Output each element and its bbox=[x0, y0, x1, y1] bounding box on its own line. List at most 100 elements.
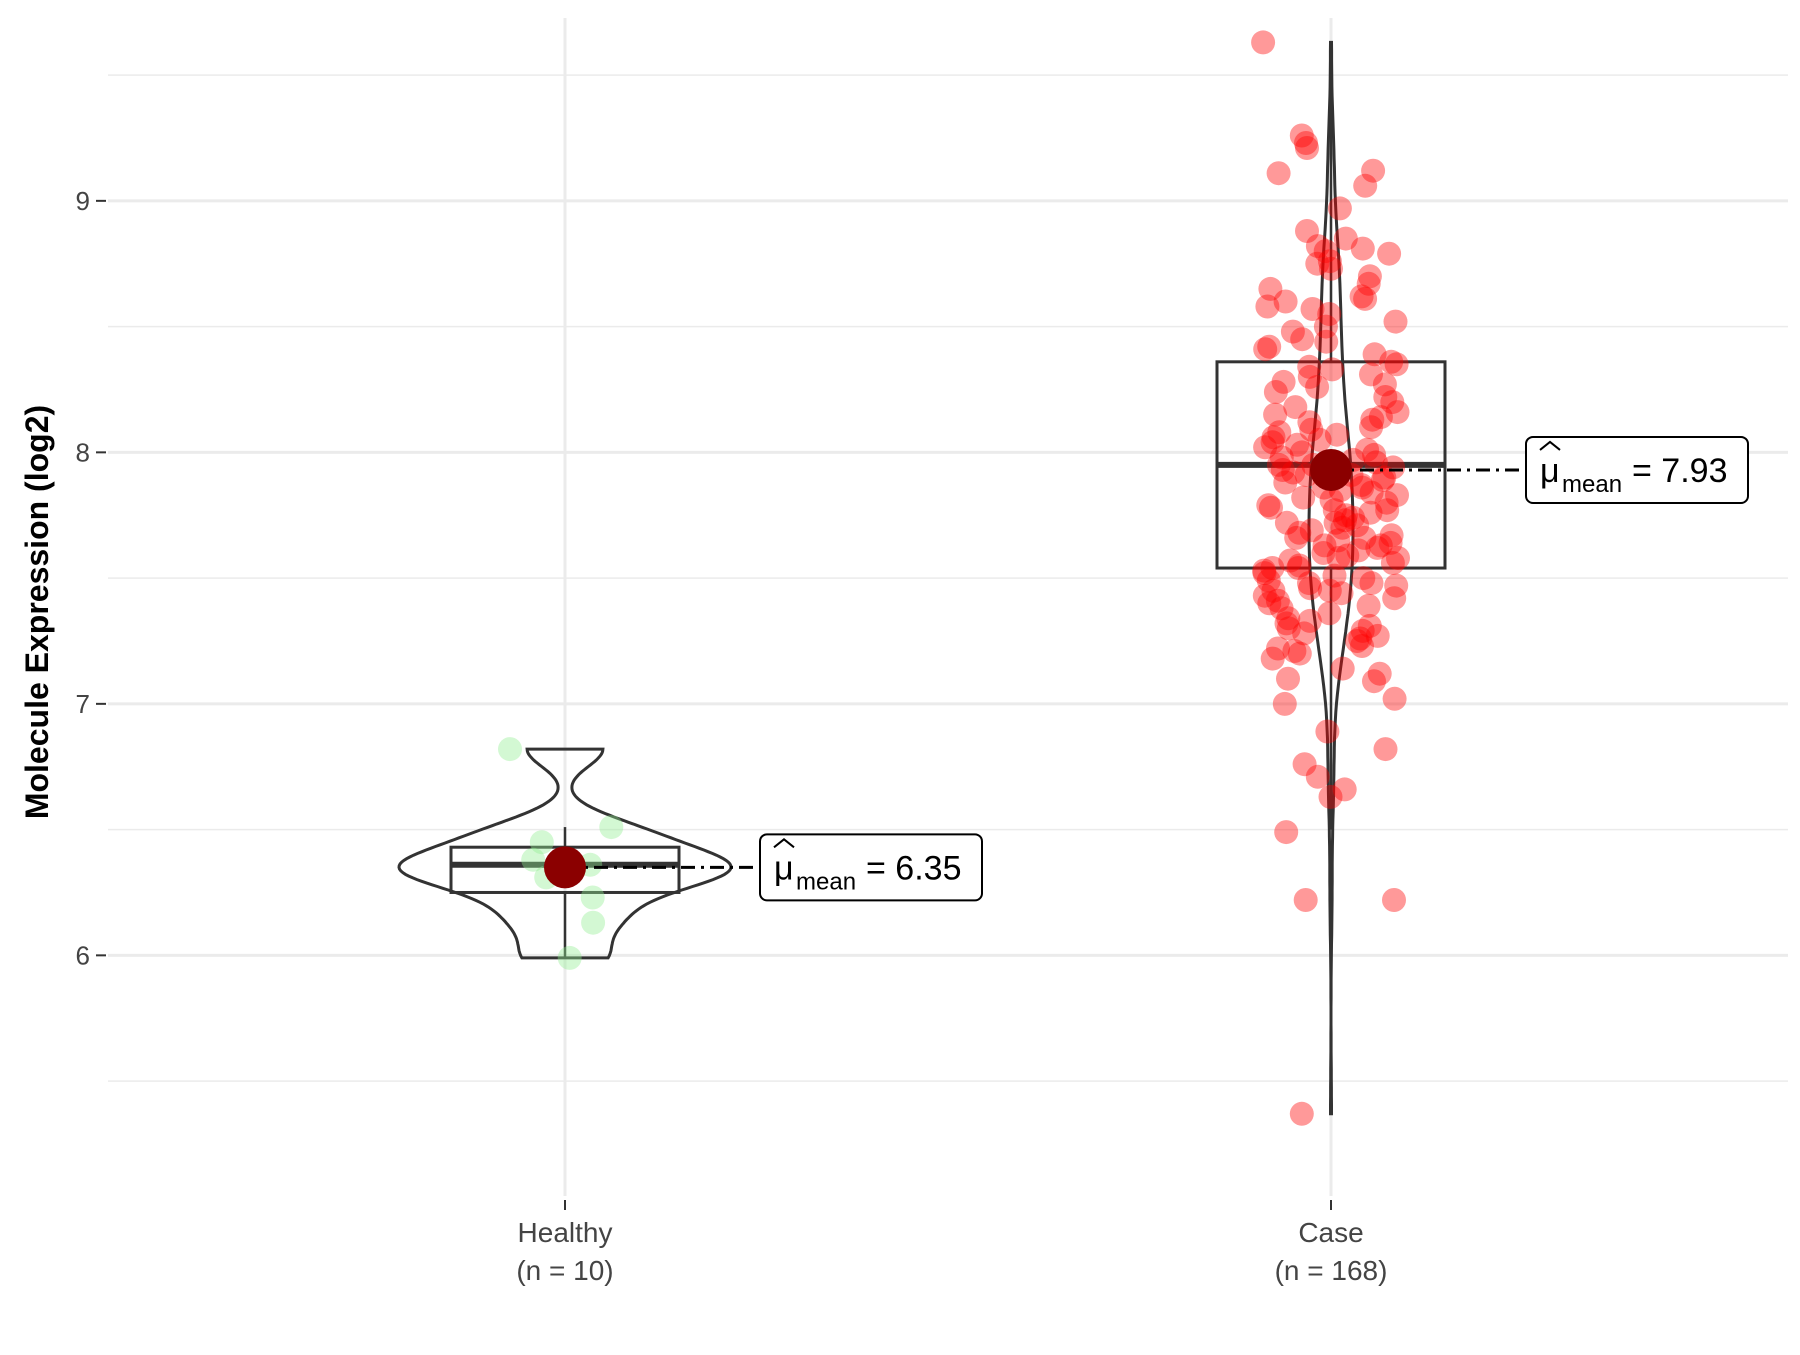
data-point bbox=[1269, 445, 1294, 470]
data-point bbox=[1370, 468, 1395, 492]
data-point bbox=[1256, 568, 1281, 593]
data-point bbox=[1357, 613, 1382, 638]
data-points bbox=[498, 30, 1410, 1126]
x-category-label: Healthy bbox=[518, 1217, 613, 1248]
data-point bbox=[1312, 533, 1337, 558]
data-point bbox=[1287, 553, 1312, 578]
data-point bbox=[1294, 131, 1318, 155]
data-point bbox=[1345, 513, 1370, 538]
data-point bbox=[1284, 525, 1309, 550]
data-point bbox=[1305, 234, 1330, 259]
data-point bbox=[580, 885, 605, 910]
data-point bbox=[1259, 495, 1283, 520]
data-point bbox=[1368, 533, 1393, 558]
data-point bbox=[1319, 256, 1343, 281]
data-point bbox=[1361, 158, 1386, 183]
data-point bbox=[1269, 596, 1294, 621]
data-point bbox=[1351, 566, 1376, 591]
data-point bbox=[1315, 719, 1340, 744]
data-point bbox=[1261, 425, 1286, 450]
y-tick-label: 9 bbox=[76, 186, 90, 216]
data-point bbox=[1348, 626, 1373, 651]
data-point bbox=[498, 737, 522, 762]
data-point bbox=[1293, 888, 1318, 912]
data-point bbox=[1272, 691, 1297, 716]
data-point bbox=[1383, 309, 1408, 334]
x-category-label: Case bbox=[1298, 1217, 1363, 1248]
data-point bbox=[1372, 372, 1397, 397]
data-point bbox=[1362, 669, 1386, 694]
data-point bbox=[1307, 427, 1332, 452]
data-point bbox=[1297, 364, 1322, 389]
data-point bbox=[1349, 284, 1374, 309]
data-point bbox=[1271, 369, 1296, 394]
data-point bbox=[1311, 541, 1336, 565]
data-point bbox=[1266, 636, 1290, 661]
data-point bbox=[1276, 606, 1301, 631]
data-point bbox=[1252, 558, 1277, 583]
data-point bbox=[1350, 618, 1375, 643]
data-point bbox=[1283, 395, 1308, 420]
data-point bbox=[1363, 450, 1388, 475]
data-point bbox=[1278, 548, 1303, 573]
y-tick-label: 8 bbox=[76, 437, 90, 467]
data-point bbox=[1295, 136, 1319, 160]
data-point bbox=[1282, 639, 1307, 663]
data-point bbox=[1297, 354, 1322, 379]
data-point bbox=[1287, 641, 1312, 666]
data-point bbox=[1385, 400, 1410, 425]
violins bbox=[397, 40, 1355, 1116]
data-point bbox=[521, 847, 546, 872]
data-point bbox=[1299, 518, 1324, 543]
data-point bbox=[1368, 405, 1393, 430]
data-point bbox=[1350, 475, 1375, 500]
mean-subscript: mean bbox=[1562, 471, 1622, 498]
data-point bbox=[1297, 571, 1321, 596]
data-point bbox=[1289, 1101, 1314, 1126]
data-point bbox=[1362, 442, 1387, 467]
data-point bbox=[1276, 666, 1300, 691]
data-point bbox=[1384, 352, 1409, 377]
data-point bbox=[1359, 480, 1384, 505]
data-point bbox=[1256, 493, 1281, 518]
data-point bbox=[1365, 623, 1390, 648]
data-point bbox=[1276, 616, 1301, 641]
data-point bbox=[1299, 417, 1324, 442]
x-category-n: (n = 168) bbox=[1275, 1255, 1388, 1286]
data-point bbox=[1322, 498, 1347, 523]
y-tick-label: 7 bbox=[76, 689, 90, 719]
mean-marker bbox=[544, 846, 586, 889]
data-point bbox=[1305, 764, 1330, 789]
data-point bbox=[1335, 543, 1360, 568]
data-point bbox=[1329, 581, 1354, 606]
data-point bbox=[529, 830, 554, 855]
data-point bbox=[557, 945, 582, 970]
data-point bbox=[1323, 510, 1348, 535]
data-point bbox=[1382, 586, 1407, 611]
data-point bbox=[1266, 452, 1291, 477]
data-point bbox=[1286, 556, 1311, 580]
axes: 6 7 8 9 Healthy (n = 10) Case (n = 168) bbox=[76, 186, 1388, 1286]
data-point bbox=[1297, 410, 1322, 435]
data-point bbox=[1384, 573, 1409, 598]
data-point bbox=[1252, 561, 1277, 586]
mean-symbol: μ bbox=[774, 849, 794, 887]
data-point bbox=[1350, 634, 1374, 658]
hat-icon bbox=[773, 838, 795, 849]
data-point bbox=[1375, 498, 1400, 523]
data-point bbox=[1317, 578, 1342, 603]
data-point bbox=[1255, 294, 1280, 319]
data-point bbox=[1253, 435, 1278, 460]
mean-label-box bbox=[759, 833, 983, 902]
data-point bbox=[1274, 820, 1299, 845]
data-point bbox=[1258, 276, 1283, 301]
data-point bbox=[1326, 528, 1351, 553]
data-point bbox=[1373, 737, 1398, 762]
y-axis-title: Molecule Expression (log2) bbox=[19, 405, 55, 819]
data-point bbox=[1382, 686, 1407, 711]
data-point bbox=[1305, 375, 1330, 399]
data-point bbox=[1292, 752, 1317, 777]
hat-icon bbox=[1539, 440, 1561, 451]
data-point bbox=[1314, 329, 1339, 354]
data-point bbox=[1326, 546, 1351, 570]
